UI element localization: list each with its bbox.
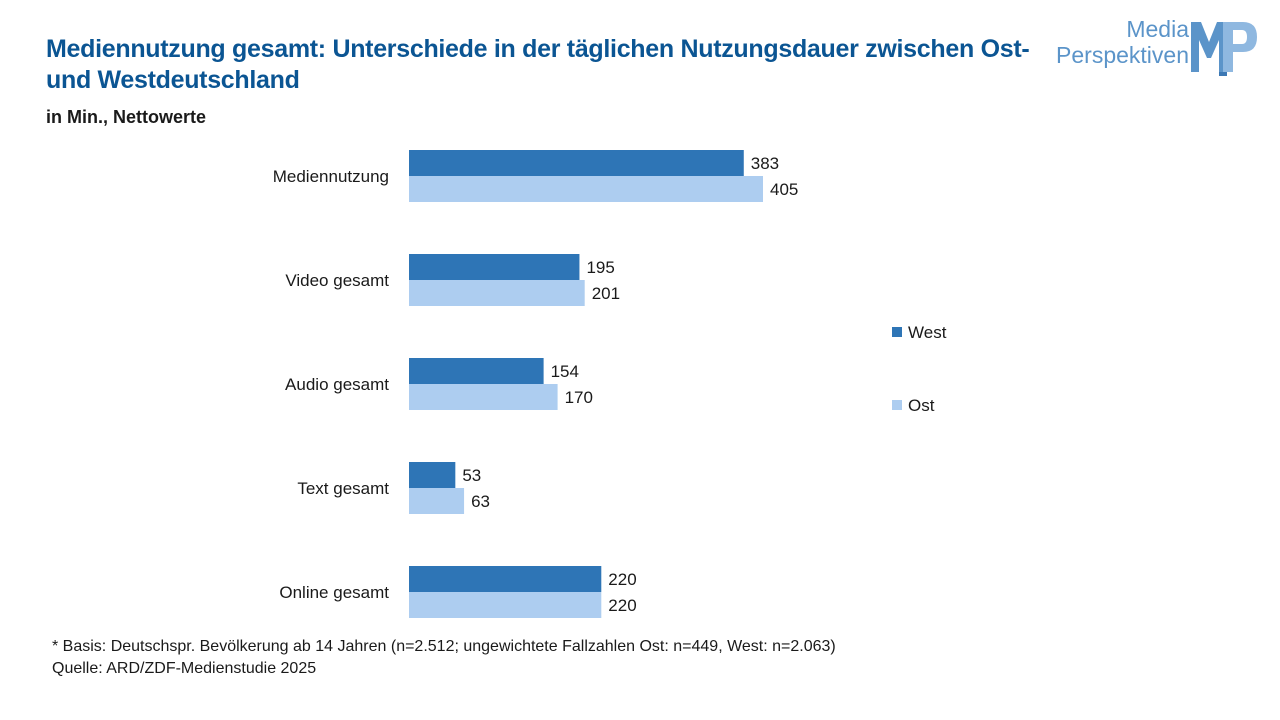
legend-label-west: West: [908, 323, 947, 342]
data-label-ost: 220: [608, 596, 636, 615]
bar-west: [409, 150, 744, 176]
chart-subtitle: in Min., Nettowerte: [46, 107, 207, 127]
bar-west: [409, 566, 602, 592]
legend-swatch-west: [892, 327, 902, 337]
bar-ost: [409, 592, 602, 618]
data-label-west: 195: [586, 258, 614, 277]
legend-label-ost: Ost: [908, 396, 935, 415]
legend: West Ost: [892, 323, 947, 415]
data-label-ost: 405: [770, 180, 798, 199]
logo-text-line1: Media: [1126, 16, 1189, 42]
bar-west: [409, 254, 580, 280]
data-label-west: 383: [751, 154, 779, 173]
bar-west: [409, 462, 456, 488]
bar-ost: [409, 488, 465, 514]
category-label: Video gesamt: [285, 271, 389, 290]
bar-ost: [409, 384, 558, 410]
category-label: Online gesamt: [279, 583, 389, 602]
bar-ost: [409, 280, 585, 306]
media-perspektiven-logo: Media Perspektiven: [1040, 12, 1265, 78]
logo-text-line2: Perspektiven: [1056, 42, 1189, 68]
footnote: * Basis: Deutschspr. Bevölkerung ab 14 J…: [52, 636, 836, 680]
bar-west: [409, 358, 544, 384]
data-label-ost: 63: [471, 492, 490, 511]
bars-layer: Mediennutzung 383 405 Video gesamt 195 201 Aud…: [273, 150, 798, 618]
data-label-west: 220: [608, 570, 636, 589]
footnote-basis: * Basis: Deutschspr. Bevölkerung ab 14 J…: [52, 638, 836, 655]
data-label-ost: 201: [592, 284, 620, 303]
chart-title: Mediennutzung gesamt: Unterschiede in de…: [46, 35, 1030, 94]
category-label: Audio gesamt: [285, 375, 389, 394]
category-label: Mediennutzung: [273, 167, 389, 186]
data-label-west: 154: [551, 362, 579, 381]
mp-logo-mark-icon: [1191, 22, 1257, 76]
legend-swatch-ost: [892, 400, 902, 410]
footnote-source: Quelle: ARD/ZDF-Medienstudie 2025: [52, 660, 317, 677]
bar-ost: [409, 176, 763, 202]
category-label: Text gesamt: [297, 479, 389, 498]
data-label-west: 53: [462, 466, 481, 485]
data-label-ost: 170: [565, 388, 593, 407]
